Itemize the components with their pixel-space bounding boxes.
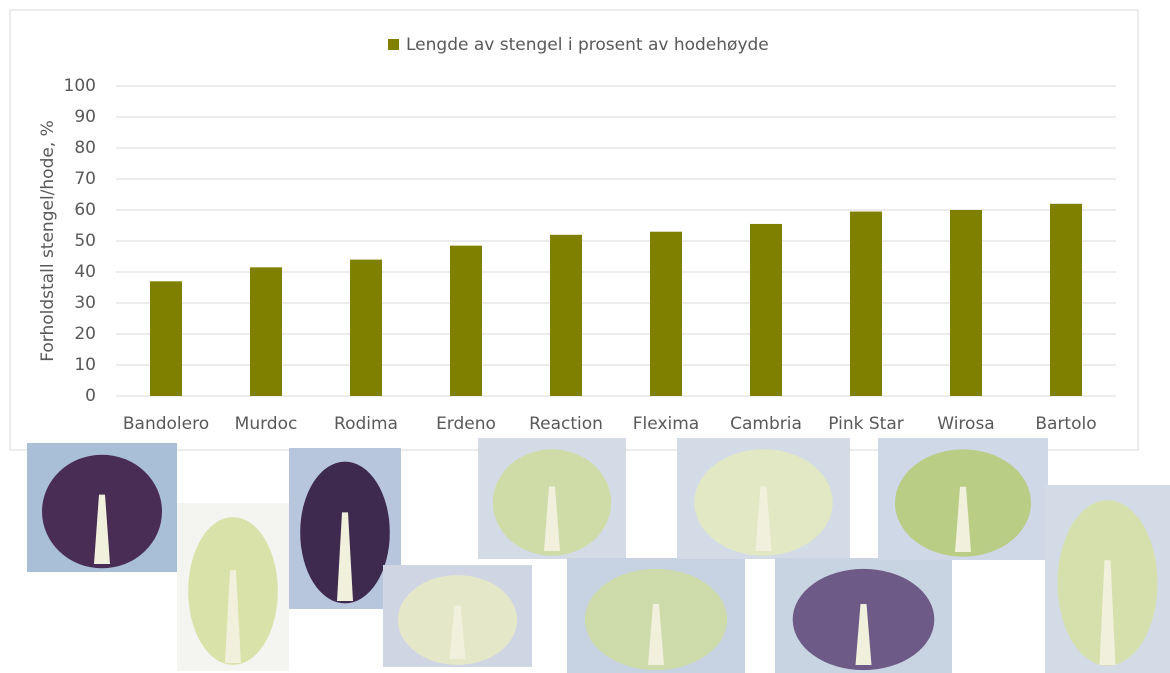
- bar: [850, 212, 882, 396]
- y-tick-label: 100: [64, 76, 96, 96]
- bar: [350, 260, 382, 396]
- bar: [250, 267, 282, 396]
- legend-swatch: [388, 39, 399, 50]
- x-tick-label: Flexima: [633, 414, 699, 434]
- bar: [650, 232, 682, 396]
- page: Lengde av stengel i prosent av hodehøyde…: [0, 0, 1170, 673]
- y-tick-label: 10: [74, 355, 96, 375]
- bar: [750, 224, 782, 396]
- y-tick-label: 40: [74, 262, 96, 282]
- y-tick-label: 70: [74, 169, 96, 189]
- bar: [550, 235, 582, 396]
- x-tick-label: Rodima: [334, 414, 398, 434]
- x-tick-label: Bartolo: [1035, 414, 1096, 434]
- legend-label: Lengde av stengel i prosent av hodehøyde: [406, 35, 769, 55]
- x-tick-label: Erdeno: [436, 414, 496, 434]
- photos: [27, 438, 1170, 673]
- bar: [150, 281, 182, 396]
- x-tick-label: Cambria: [730, 414, 802, 434]
- y-axis-title: Forholdstall stengel/hode, %: [38, 120, 58, 362]
- y-tick-label: 20: [74, 324, 96, 344]
- y-tick-label: 50: [74, 231, 96, 251]
- y-tick-label: 60: [74, 200, 96, 220]
- y-tick-label: 80: [74, 138, 96, 158]
- bar: [950, 210, 982, 396]
- y-tick-label: 90: [74, 107, 96, 127]
- x-tick-label: Pink Star: [828, 414, 904, 434]
- y-tick-label: 0: [85, 386, 96, 406]
- bar: [450, 246, 482, 396]
- y-tick-label: 30: [74, 293, 96, 313]
- x-tick-label: Murdoc: [235, 414, 298, 434]
- x-tick-label: Wirosa: [937, 414, 994, 434]
- legend: Lengde av stengel i prosent av hodehøyde: [388, 35, 769, 55]
- x-tick-label: Reaction: [529, 414, 603, 434]
- bar: [1050, 204, 1082, 396]
- x-tick-label: Bandolero: [123, 414, 209, 434]
